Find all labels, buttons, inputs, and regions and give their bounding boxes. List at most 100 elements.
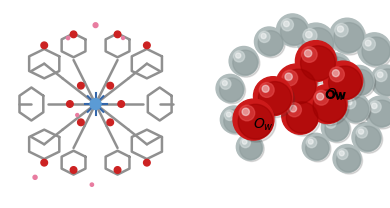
Circle shape	[356, 127, 367, 138]
Circle shape	[122, 37, 124, 40]
Circle shape	[313, 89, 346, 123]
Circle shape	[297, 23, 334, 60]
Circle shape	[314, 90, 329, 105]
Circle shape	[301, 47, 317, 62]
Circle shape	[307, 137, 317, 148]
Circle shape	[378, 72, 383, 78]
Circle shape	[216, 74, 244, 102]
Circle shape	[324, 61, 363, 100]
Circle shape	[340, 93, 369, 123]
Circle shape	[323, 56, 353, 87]
Circle shape	[114, 31, 121, 38]
Circle shape	[300, 45, 339, 84]
Circle shape	[114, 167, 121, 173]
Circle shape	[220, 106, 248, 133]
Circle shape	[355, 125, 383, 153]
Circle shape	[219, 77, 246, 104]
Circle shape	[323, 57, 351, 84]
Circle shape	[374, 68, 390, 98]
Circle shape	[374, 69, 390, 95]
Circle shape	[286, 102, 318, 133]
Circle shape	[375, 70, 387, 82]
Circle shape	[76, 114, 79, 116]
Circle shape	[365, 96, 390, 127]
Circle shape	[277, 14, 308, 46]
Circle shape	[324, 116, 351, 143]
Circle shape	[321, 113, 349, 141]
Circle shape	[280, 18, 308, 45]
Circle shape	[328, 120, 333, 125]
Circle shape	[337, 26, 344, 32]
Circle shape	[339, 151, 344, 156]
Circle shape	[220, 79, 231, 89]
Circle shape	[254, 77, 292, 116]
Circle shape	[226, 112, 231, 117]
Circle shape	[282, 97, 319, 134]
Circle shape	[284, 21, 289, 27]
Circle shape	[276, 64, 317, 105]
Circle shape	[222, 80, 227, 85]
Circle shape	[225, 110, 235, 120]
Circle shape	[290, 105, 296, 112]
Circle shape	[41, 42, 48, 49]
Circle shape	[350, 72, 356, 78]
Circle shape	[257, 80, 294, 118]
Circle shape	[93, 23, 98, 28]
Circle shape	[336, 147, 363, 174]
Circle shape	[238, 104, 273, 139]
Circle shape	[330, 18, 365, 53]
Circle shape	[41, 159, 48, 166]
Circle shape	[107, 119, 113, 126]
Circle shape	[281, 69, 316, 104]
Circle shape	[328, 66, 362, 99]
Circle shape	[306, 137, 329, 160]
Circle shape	[258, 31, 283, 56]
Circle shape	[66, 36, 70, 40]
Circle shape	[363, 38, 376, 50]
Circle shape	[280, 68, 319, 107]
Circle shape	[312, 88, 349, 125]
Circle shape	[144, 159, 150, 166]
Circle shape	[319, 53, 351, 85]
Circle shape	[305, 136, 331, 162]
Circle shape	[229, 46, 258, 76]
Circle shape	[295, 41, 336, 82]
Circle shape	[328, 65, 365, 102]
Circle shape	[70, 31, 77, 38]
Circle shape	[240, 138, 250, 148]
Circle shape	[325, 117, 349, 141]
Circle shape	[90, 183, 94, 186]
Circle shape	[344, 97, 369, 122]
Circle shape	[345, 98, 356, 109]
Circle shape	[365, 40, 371, 46]
Circle shape	[369, 101, 381, 113]
Circle shape	[308, 139, 313, 144]
Circle shape	[239, 105, 255, 121]
Circle shape	[372, 103, 377, 109]
Text: Ow: Ow	[324, 89, 346, 102]
Circle shape	[347, 100, 352, 105]
Circle shape	[239, 137, 262, 160]
Circle shape	[303, 29, 317, 43]
Circle shape	[330, 67, 344, 82]
Circle shape	[233, 50, 258, 75]
Circle shape	[281, 19, 293, 31]
Circle shape	[233, 99, 274, 140]
Circle shape	[224, 109, 247, 132]
Circle shape	[262, 85, 269, 92]
Circle shape	[33, 175, 37, 179]
Circle shape	[344, 65, 374, 96]
Circle shape	[362, 37, 390, 65]
Circle shape	[332, 70, 339, 77]
Circle shape	[358, 33, 390, 66]
Circle shape	[280, 17, 310, 47]
Circle shape	[285, 73, 292, 80]
Circle shape	[347, 69, 373, 95]
Circle shape	[317, 93, 324, 100]
Circle shape	[361, 36, 390, 68]
Circle shape	[356, 126, 381, 151]
Circle shape	[237, 103, 276, 142]
Circle shape	[333, 145, 361, 173]
Circle shape	[334, 23, 364, 52]
Circle shape	[337, 149, 348, 160]
